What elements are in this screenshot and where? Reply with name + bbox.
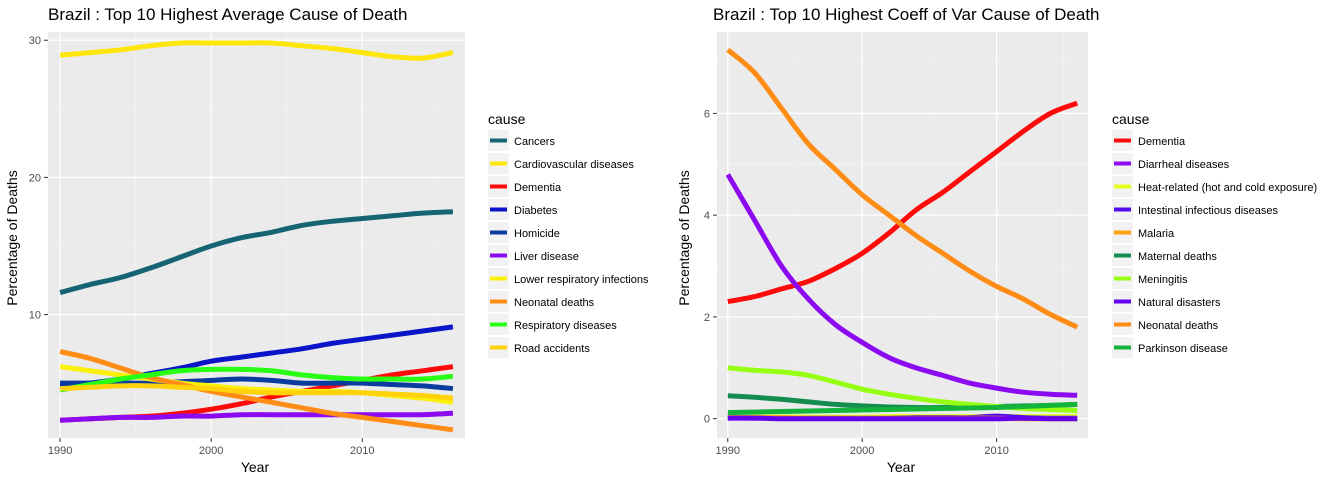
- series-line-cardiovascular-diseases: [59, 40, 454, 61]
- legend-label: Meningitis: [1138, 274, 1188, 286]
- x-axis-title-left: Year: [241, 459, 270, 475]
- legend-label: Neonatal deaths: [1138, 320, 1219, 332]
- series-line-cancers: [59, 209, 453, 296]
- legend-title-left: cause: [488, 111, 526, 127]
- y-tick-label: 20: [29, 172, 41, 184]
- y-tick-label: 0: [704, 414, 710, 426]
- legend-label: Intestinal infectious diseases: [1138, 205, 1279, 217]
- series-line-neonatal-deaths: [59, 349, 454, 433]
- legend-label: Cancers: [514, 136, 555, 148]
- chart-title-left: Brazil : Top 10 Highest Average Cause of…: [48, 5, 407, 24]
- legend-label: Homicide: [514, 228, 560, 240]
- legend-label: Malaria: [1138, 228, 1175, 240]
- series-line-liver-disease: [59, 410, 454, 423]
- legend-label: Heat-related (hot and cold exposure): [1138, 182, 1317, 194]
- legend-label: Natural disasters: [1138, 297, 1221, 309]
- legend-label: Dementia: [514, 182, 562, 194]
- x-tick-label: 1990: [716, 445, 740, 457]
- y-tick-label: 10: [29, 310, 41, 322]
- y-tick-label: 30: [29, 35, 41, 47]
- coeff-var-cause-chart: Brazil : Top 10 Highest Coeff of Var Cau…: [676, 5, 1317, 475]
- legend-label: Dementia: [1138, 136, 1186, 148]
- x-tick-label: 2000: [850, 445, 874, 457]
- series-line-parkinson-disease: [727, 401, 1078, 416]
- x-tick-label: 2000: [199, 445, 223, 457]
- series-line-natural-disasters: [727, 415, 1078, 422]
- series-line-homicide: [60, 376, 454, 392]
- series-line-neonatal-deaths: [726, 47, 1079, 330]
- legend-title-right: cause: [1112, 111, 1150, 127]
- y-tick-label: 2: [704, 312, 710, 324]
- series-line-road-accidents: [60, 383, 454, 401]
- x-tick-label: 1990: [48, 445, 72, 457]
- legend-label: Diarrheal diseases: [1138, 159, 1230, 171]
- chart-title-right: Brazil : Top 10 Highest Coeff of Var Cau…: [713, 5, 1100, 24]
- legend-label: Lower respiratory infections: [514, 274, 649, 286]
- series-line-respiratory-diseases: [59, 366, 454, 393]
- y-axis-title-left: Percentage of Deaths: [4, 170, 20, 305]
- y-tick-label: 6: [704, 108, 710, 120]
- legend-label: Maternal deaths: [1138, 251, 1217, 263]
- x-tick-label: 2010: [984, 445, 1008, 457]
- legend-label: Parkinson disease: [1138, 343, 1228, 355]
- y-axis-title-right: Percentage of Deaths: [676, 170, 692, 305]
- x-axis-title-right: Year: [887, 459, 916, 475]
- legend-label: Respiratory diseases: [514, 320, 617, 332]
- series-line-dementia: [727, 100, 1079, 305]
- legend-label: Road accidents: [514, 343, 590, 355]
- legend-label: Neonatal deaths: [514, 297, 595, 309]
- y-tick-label: 4: [704, 210, 710, 222]
- average-cause-chart: Brazil : Top 10 Highest Average Cause of…: [4, 5, 649, 475]
- legend-label: Diabetes: [514, 205, 558, 217]
- legend-label: Liver disease: [514, 251, 579, 263]
- series-line-diarrheal-diseases: [725, 173, 1078, 398]
- legend-label: Cardiovascular diseases: [514, 159, 634, 171]
- x-tick-label: 2010: [350, 445, 374, 457]
